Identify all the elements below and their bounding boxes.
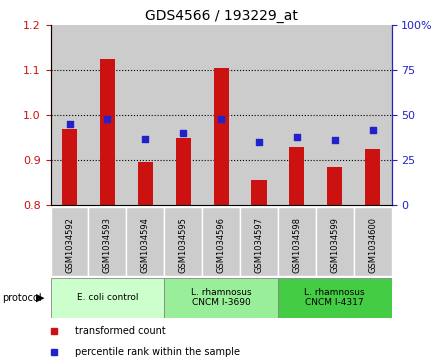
FancyBboxPatch shape: [278, 278, 392, 318]
Text: GSM1034600: GSM1034600: [368, 217, 377, 273]
Bar: [278, 25, 316, 205]
Title: GDS4566 / 193229_at: GDS4566 / 193229_at: [145, 9, 297, 23]
FancyBboxPatch shape: [88, 207, 126, 276]
Point: [293, 134, 301, 140]
Text: protocol: protocol: [2, 293, 42, 303]
Text: GSM1034596: GSM1034596: [216, 217, 226, 273]
Bar: [290, 147, 304, 205]
Text: GSM1034592: GSM1034592: [65, 217, 74, 273]
FancyBboxPatch shape: [164, 278, 278, 318]
Point: [256, 139, 263, 145]
Bar: [202, 25, 240, 205]
FancyBboxPatch shape: [51, 207, 88, 276]
Point: [180, 130, 187, 136]
Point: [218, 116, 225, 122]
Bar: [327, 167, 342, 205]
Bar: [100, 59, 115, 205]
FancyBboxPatch shape: [278, 207, 316, 276]
Bar: [316, 25, 354, 205]
Point: [369, 127, 376, 132]
Text: L. rhamnosus
CNCM I-3690: L. rhamnosus CNCM I-3690: [191, 288, 251, 307]
Point: [66, 121, 73, 127]
FancyBboxPatch shape: [164, 207, 202, 276]
Text: transformed count: transformed count: [75, 326, 166, 336]
Bar: [51, 25, 88, 205]
Bar: [164, 25, 202, 205]
Bar: [354, 25, 392, 205]
Bar: [240, 25, 278, 205]
Text: E. coli control: E. coli control: [77, 293, 138, 302]
Bar: [62, 129, 77, 205]
Text: GSM1034599: GSM1034599: [330, 217, 339, 273]
Bar: [365, 149, 380, 205]
FancyBboxPatch shape: [202, 207, 240, 276]
Text: GSM1034593: GSM1034593: [103, 217, 112, 273]
Text: GSM1034597: GSM1034597: [254, 217, 264, 273]
Bar: [126, 25, 164, 205]
FancyBboxPatch shape: [316, 207, 354, 276]
Bar: [88, 25, 126, 205]
Point: [331, 138, 338, 143]
Bar: [251, 180, 267, 205]
FancyBboxPatch shape: [354, 207, 392, 276]
Text: GSM1034598: GSM1034598: [292, 217, 301, 273]
Point: [142, 136, 149, 142]
Point: [104, 116, 111, 122]
Text: GSM1034595: GSM1034595: [179, 217, 188, 273]
FancyBboxPatch shape: [240, 207, 278, 276]
Bar: [176, 138, 191, 205]
Text: percentile rank within the sample: percentile rank within the sample: [75, 347, 240, 357]
FancyBboxPatch shape: [126, 207, 164, 276]
Text: L. rhamnosus
CNCM I-4317: L. rhamnosus CNCM I-4317: [304, 288, 365, 307]
Text: ▶: ▶: [36, 293, 44, 303]
Bar: [213, 68, 229, 205]
Text: GSM1034594: GSM1034594: [141, 217, 150, 273]
Bar: [138, 162, 153, 205]
FancyBboxPatch shape: [51, 278, 164, 318]
